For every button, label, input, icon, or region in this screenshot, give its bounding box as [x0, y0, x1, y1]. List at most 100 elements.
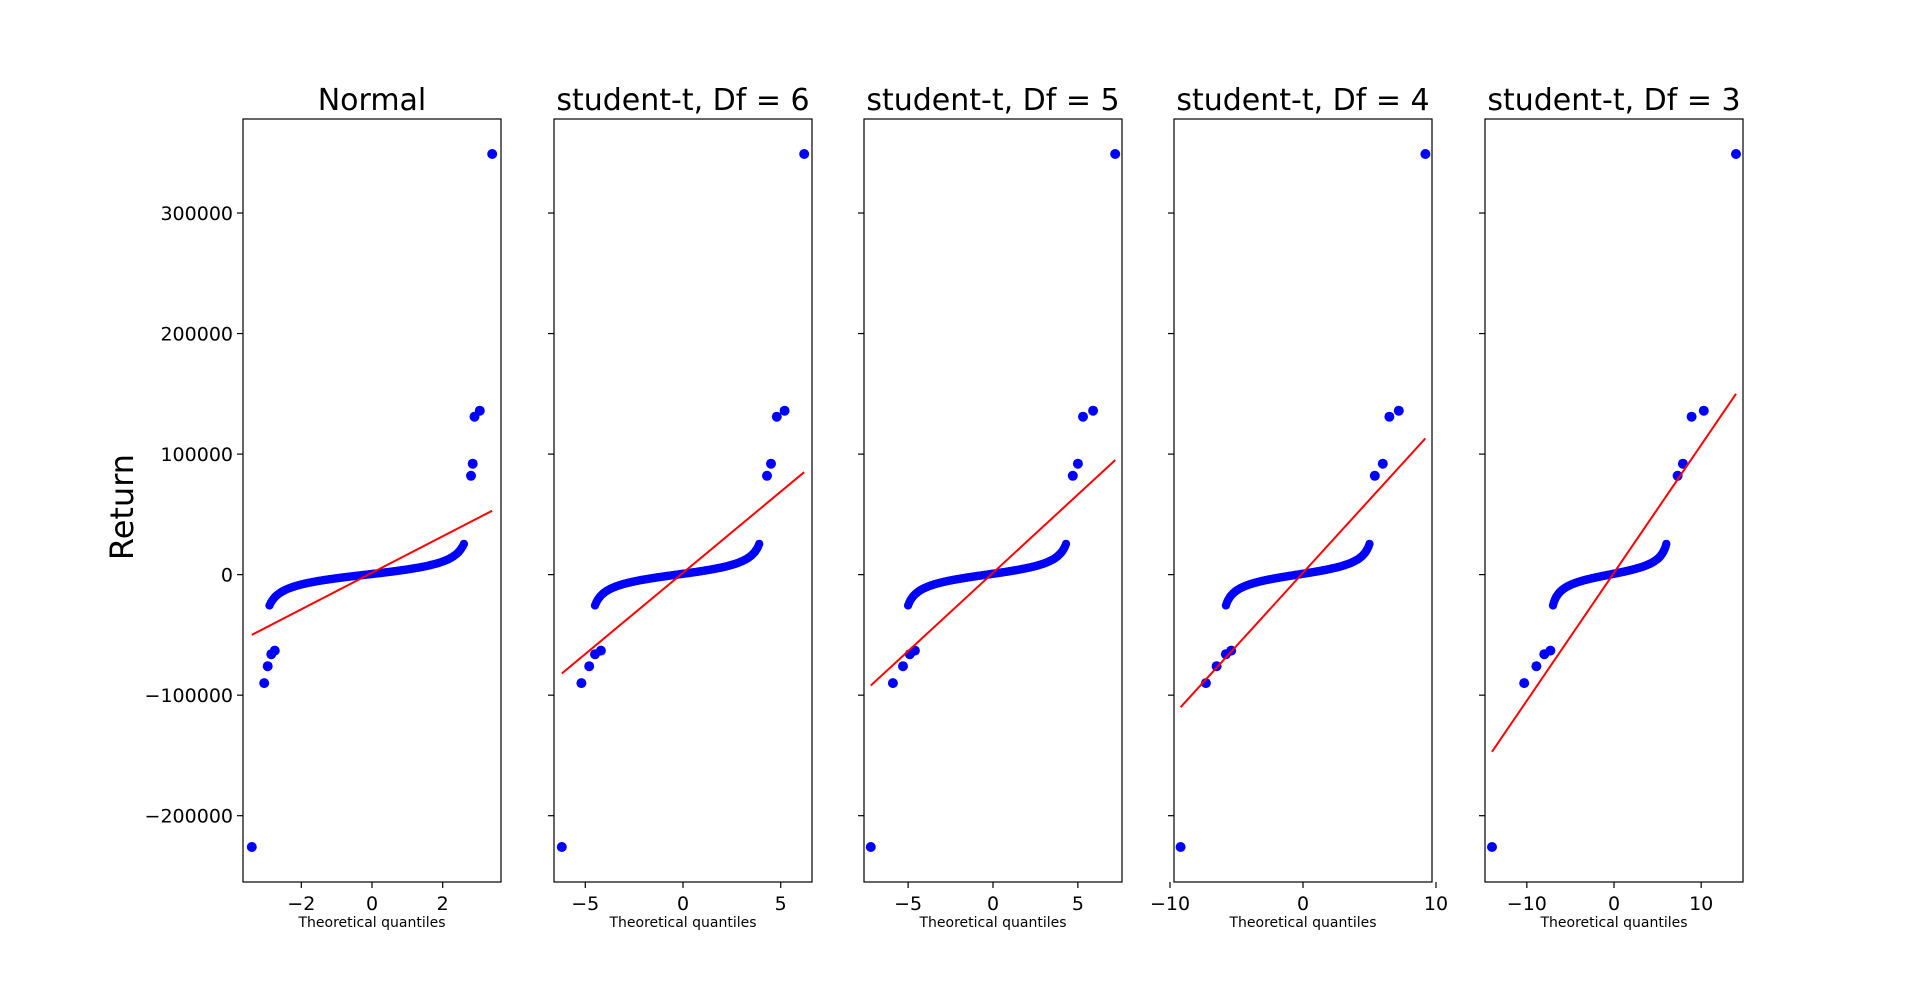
x-tick-label: −10 — [1507, 893, 1547, 915]
outlier-point — [467, 458, 478, 469]
outlier-point — [865, 842, 876, 852]
plot-area — [1175, 149, 1431, 852]
outlier-point — [1200, 678, 1211, 689]
y-tick-label: 200000 — [160, 324, 233, 346]
outlier-point — [1531, 661, 1542, 672]
x-tick-label: −10 — [1150, 893, 1190, 915]
x-tick-label: 5 — [1072, 893, 1084, 915]
panel-2: student-t, Df = 6 −5 0 5 Theoretical quantil… — [548, 83, 813, 931]
outlier-point — [466, 470, 476, 481]
outlier-point — [595, 645, 606, 656]
outlier-point — [1545, 645, 1556, 656]
outlier-point — [1698, 405, 1709, 416]
x-tick-label: 0 — [1608, 893, 1620, 915]
data-point — [459, 539, 469, 549]
data-point — [1365, 539, 1374, 549]
outlier-point — [1487, 842, 1497, 852]
outlier-point — [556, 842, 567, 852]
x-tick-label: 0 — [987, 893, 999, 915]
outlier-point — [1677, 458, 1688, 469]
outlier-point — [1369, 470, 1380, 481]
x-tick-label: −5 — [894, 893, 922, 915]
outlier-point — [1672, 470, 1683, 481]
x-tick-label: 0 — [677, 893, 689, 915]
outlier-point — [259, 678, 270, 689]
outlier-point — [1519, 678, 1530, 689]
plot-area — [1487, 149, 1741, 852]
outlier-point — [887, 678, 898, 689]
x-axis-label: Theoretical quantiles — [1539, 915, 1687, 931]
outlier-point — [1731, 149, 1741, 159]
y-axis-label: Return — [103, 454, 141, 560]
outlier-point — [799, 149, 810, 159]
fit-line — [870, 459, 1116, 687]
fit-line — [1491, 393, 1737, 753]
outlier-point — [584, 661, 595, 672]
outlier-point — [898, 661, 908, 672]
outlier-point — [576, 678, 587, 689]
panel-title: student-t, Df = 5 — [866, 83, 1119, 118]
outlier-point — [771, 411, 782, 422]
outlier-point — [1393, 405, 1404, 416]
outlier-point — [779, 405, 790, 416]
plot-area — [246, 149, 498, 852]
panel-title: student-t, Df = 3 — [1487, 83, 1740, 118]
axes-frame — [1173, 118, 1433, 883]
axes-frame — [242, 118, 502, 883]
panel-title: student-t, Df = 6 — [556, 83, 809, 118]
x-tick-label: −2 — [287, 893, 315, 915]
axes-frame — [863, 118, 1123, 883]
axes-frame — [1484, 118, 1744, 883]
y-tick-label: 100000 — [160, 444, 233, 466]
y-tick-label: −200000 — [145, 806, 233, 828]
data-point — [1662, 539, 1671, 549]
panel-4: student-t, Df = 4 −10 0 10 Theoretical quant… — [1150, 83, 1448, 931]
panel-1: Normal −200000 −100000 0 100000 200000 300000 −… — [145, 83, 502, 931]
fit-line — [251, 509, 493, 636]
fit-line — [561, 471, 805, 675]
outlier-point — [269, 645, 280, 656]
data-point — [1061, 539, 1071, 549]
x-axis-label: Theoretical quantiles — [297, 915, 445, 931]
fit-line — [1179, 437, 1427, 708]
outlier-point — [1420, 149, 1431, 159]
plot-area — [556, 149, 810, 852]
axes-frame — [553, 118, 813, 883]
panel-title: Normal — [318, 83, 427, 118]
y-tick-label: −100000 — [145, 685, 233, 707]
x-tick-label: 0 — [1297, 893, 1309, 915]
x-tick-label: 10 — [1689, 893, 1713, 915]
outlier-point — [762, 470, 772, 481]
outlier-point — [1686, 411, 1697, 422]
x-tick-label: 10 — [1424, 893, 1448, 915]
y-tick-label: 0 — [221, 565, 233, 587]
x-axis-label: Theoretical quantiles — [1228, 915, 1376, 931]
outlier-point — [1088, 405, 1099, 416]
outlier-point — [1110, 149, 1121, 159]
outlier-point — [246, 842, 257, 852]
plot-area — [865, 149, 1121, 852]
outlier-point — [1175, 842, 1186, 852]
data-point — [755, 539, 764, 549]
panel-title: student-t, Df = 4 — [1176, 83, 1429, 118]
x-tick-label: 2 — [437, 893, 449, 915]
x-tick-label: 5 — [775, 893, 787, 915]
outlier-point — [1384, 411, 1395, 422]
outlier-point — [1072, 458, 1083, 469]
outlier-point — [1377, 458, 1388, 469]
panel-3: student-t, Df = 5 −5 0 5 Theoretical quantil… — [858, 83, 1123, 931]
outlier-point — [1067, 470, 1078, 481]
x-tick-label: 0 — [366, 893, 378, 915]
x-axis-label: Theoretical quantiles — [608, 915, 756, 931]
outlier-point — [766, 458, 776, 469]
outlier-point — [474, 405, 485, 416]
outlier-point — [487, 149, 498, 159]
y-tick-label: 300000 — [160, 203, 233, 225]
outlier-point — [1078, 411, 1088, 422]
x-axis-label: Theoretical quantiles — [918, 915, 1066, 931]
x-tick-label: −5 — [571, 893, 599, 915]
outlier-point — [262, 661, 273, 672]
qq-panels: Normal−200000−1000000100000200000300000−… — [145, 83, 1744, 931]
